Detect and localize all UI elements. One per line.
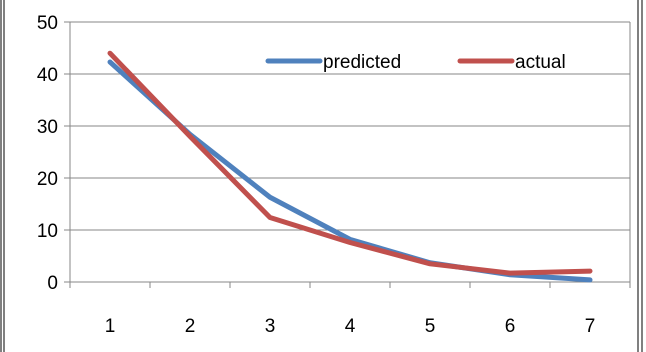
gridlines: [70, 21, 631, 282]
y-tick-label: 30: [37, 117, 58, 138]
legend: predicted actual: [265, 52, 566, 73]
y-tick-label: 10: [37, 221, 58, 242]
x-tick-label: 4: [345, 316, 356, 337]
x-tick-label: 3: [265, 316, 276, 337]
x-tick-label: 1: [105, 316, 116, 337]
legend-label-actual: actual: [515, 52, 566, 73]
y-tick-label: 20: [37, 169, 58, 190]
y-tick-label: 50: [37, 13, 58, 34]
y-tick-label: 40: [37, 65, 58, 86]
series-line-predicted: [107, 59, 593, 283]
x-tick-label: 6: [505, 316, 516, 337]
x-tick-label: 5: [425, 316, 436, 337]
axes: [64, 21, 631, 288]
legend-label-predicted: predicted: [323, 52, 401, 73]
x-tick-label: 2: [185, 316, 196, 337]
y-tick-labels: 0 10 20 30 40 50: [37, 13, 58, 294]
series-lines: [107, 50, 593, 283]
x-tick-label: 7: [585, 316, 596, 337]
y-tick-label: 0: [47, 273, 58, 294]
series-line-actual: [107, 50, 593, 276]
x-tick-labels: 1 2 3 4 5 6 7: [105, 316, 596, 337]
